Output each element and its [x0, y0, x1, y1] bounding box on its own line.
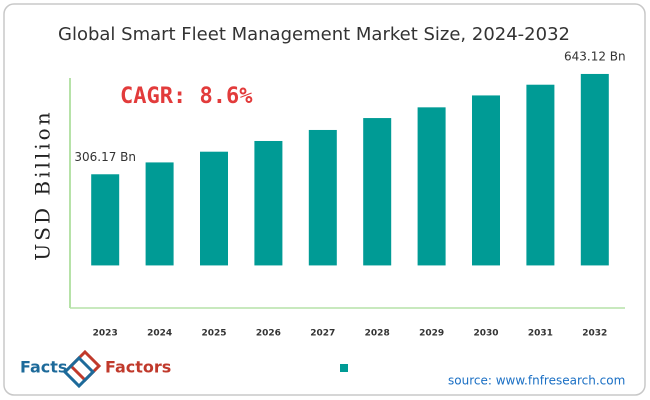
logo: Facts Factors [20, 349, 171, 389]
x-tick-label: 2032 [582, 329, 607, 339]
chart-title: Global Smart Fleet Management Market Siz… [58, 24, 570, 45]
logo-text: Facts [20, 358, 67, 377]
logo-icon [62, 355, 96, 389]
bar [200, 151, 228, 266]
bar [472, 95, 500, 266]
data-label: 643.12 Bn [564, 49, 626, 63]
source: source: www.fnfresearch.com [448, 374, 625, 388]
x-tick-label: 2026 [256, 329, 281, 339]
x-tick-label: 2031 [528, 329, 553, 339]
x-tick-label: 2024 [147, 329, 172, 339]
legend-marker [340, 364, 348, 372]
x-tick-label: 2027 [310, 329, 335, 339]
data-label: 306.17 Bn [74, 150, 136, 164]
cagr-annotation: CAGR: 8.6% [120, 84, 253, 109]
bar [417, 107, 446, 266]
x-tick-label: 2029 [419, 329, 444, 339]
bar [363, 118, 392, 266]
bar [526, 84, 555, 266]
x-tick-label: 2025 [201, 329, 226, 339]
bar [91, 174, 120, 266]
logo-text: Factors [105, 358, 171, 377]
bar [580, 73, 609, 266]
bar [145, 162, 174, 266]
x-tick-label: 2030 [473, 329, 498, 339]
bar [308, 129, 337, 266]
y-axis-title: USD Billion [31, 109, 55, 260]
x-tick-label: 2028 [365, 329, 390, 339]
bar [254, 140, 283, 266]
x-tick-label: 2023 [93, 329, 118, 339]
